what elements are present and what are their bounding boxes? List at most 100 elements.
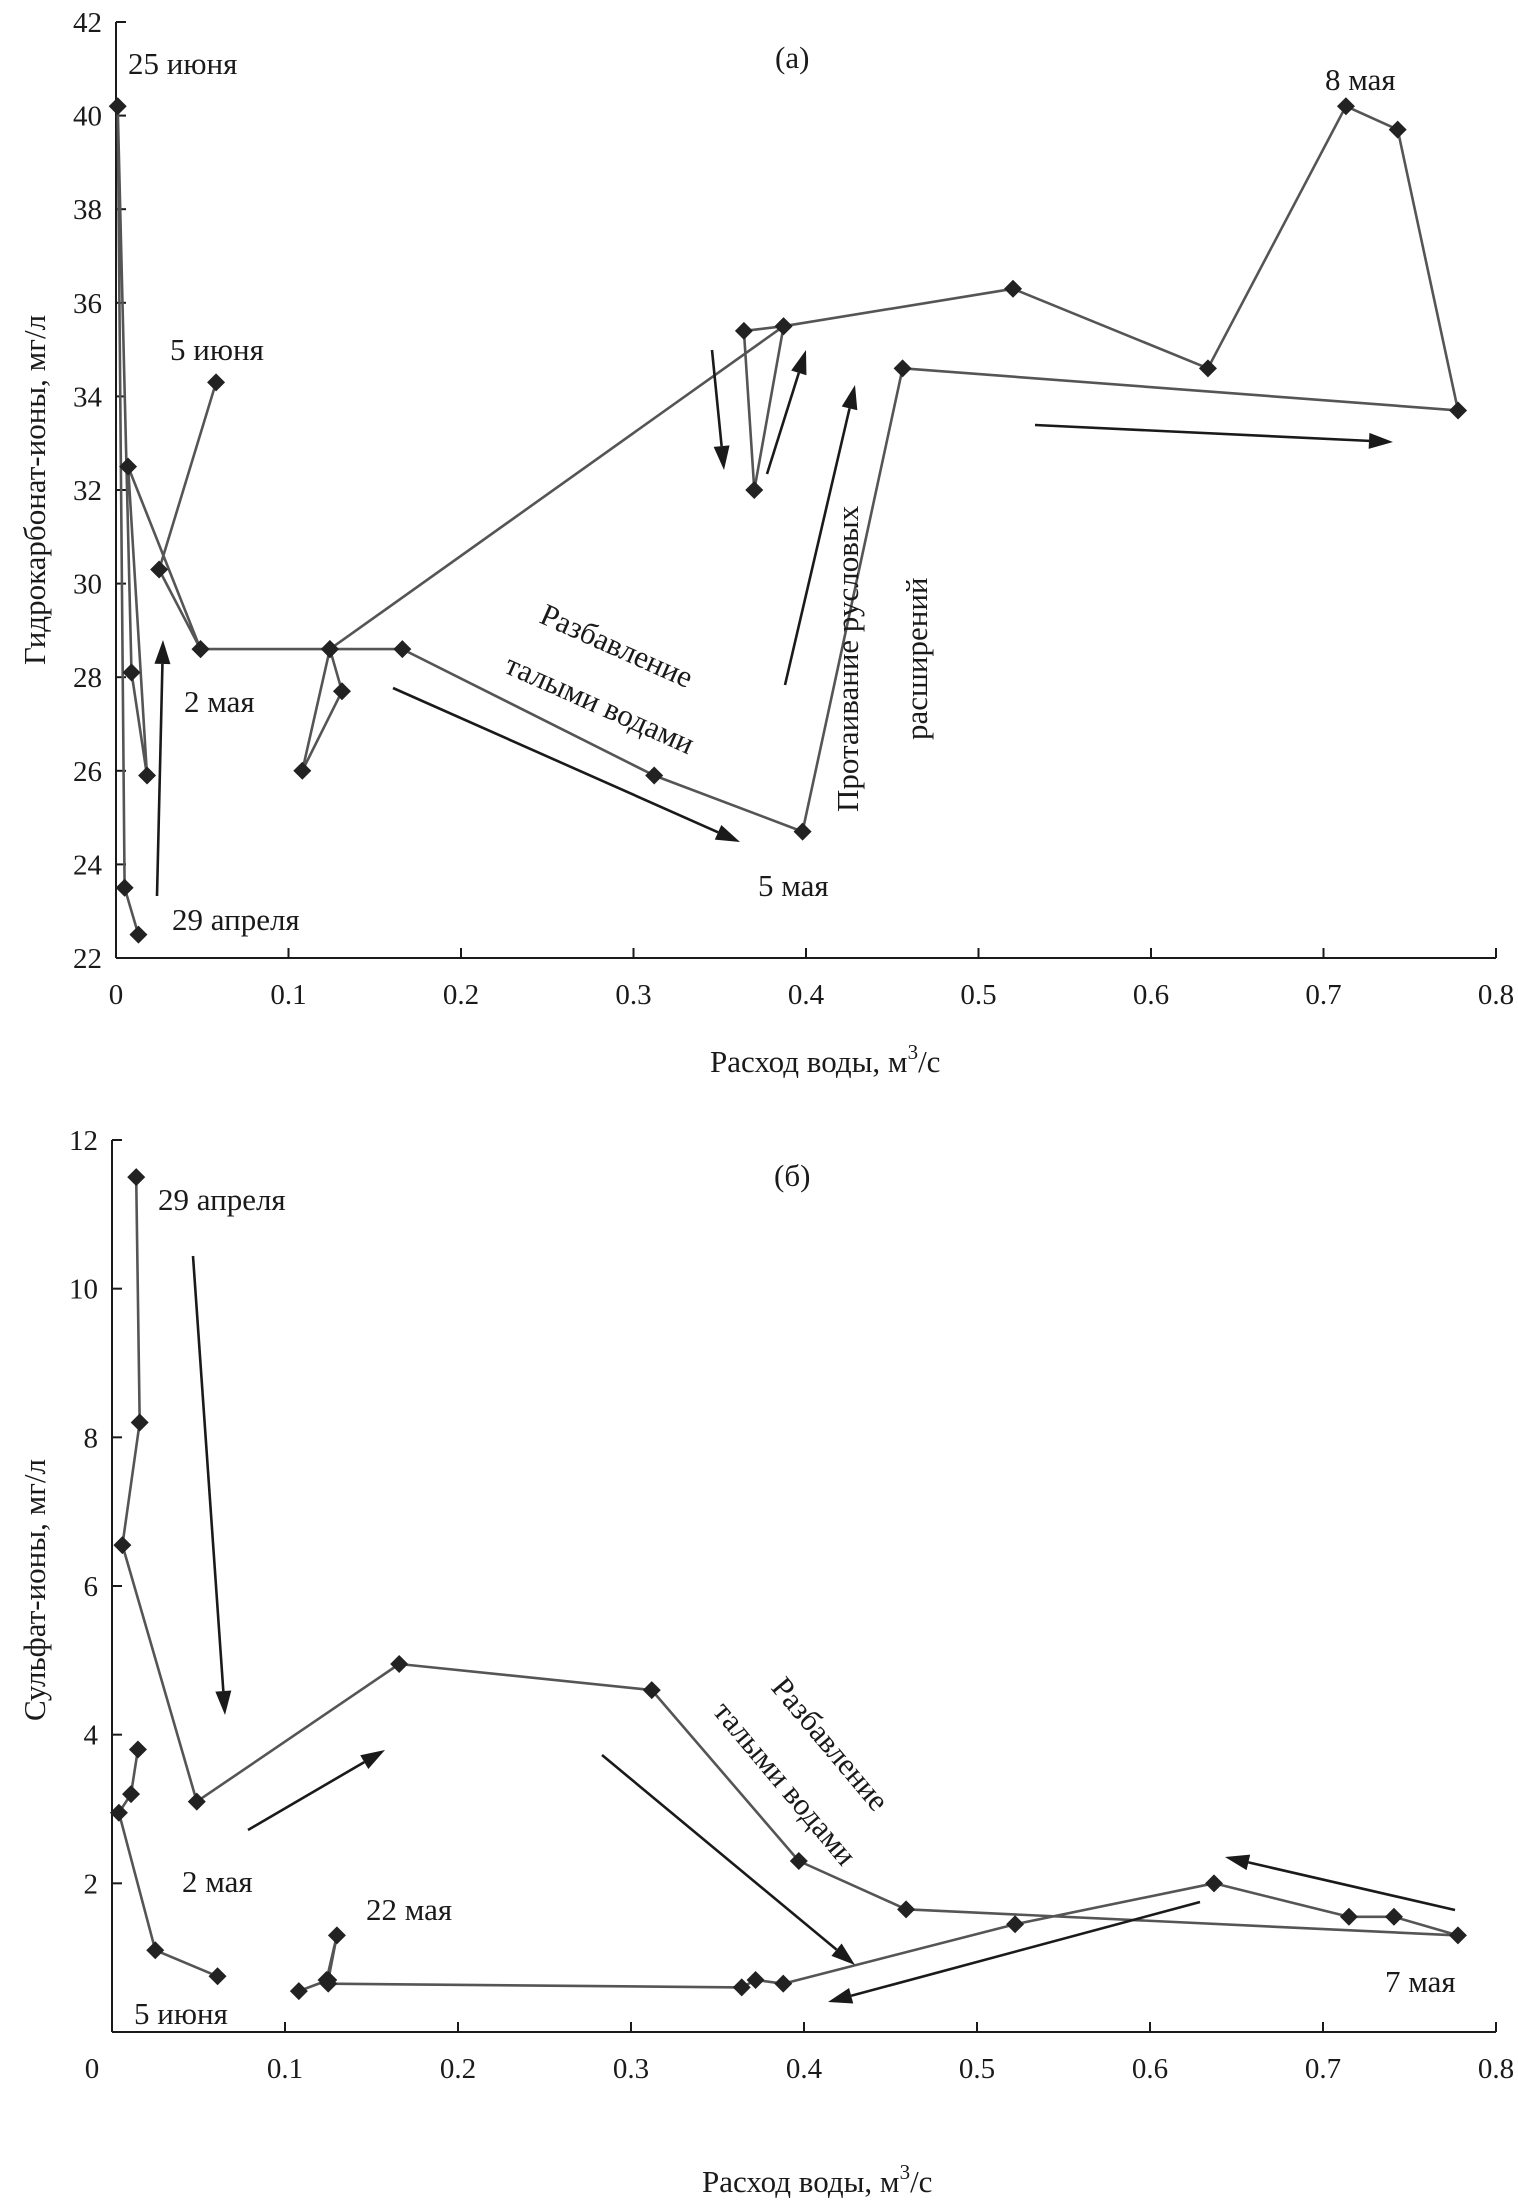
data-point — [774, 317, 793, 336]
x-tick-label: 0.2 — [440, 2053, 476, 2085]
trend-arrow — [765, 372, 801, 475]
panel-a-arrows — [154, 349, 1393, 897]
panel-a-annotation-29-april: 29 апреля — [172, 902, 300, 937]
panel-a-annotation-25-june: 25 июня — [128, 46, 237, 81]
y-tick-label: 24 — [73, 849, 103, 881]
data-point — [1006, 1915, 1025, 1934]
panel-a-markers — [108, 97, 1468, 944]
series-line-0 — [121, 1177, 1460, 1993]
trend-arrow — [1034, 423, 1370, 443]
x-tick-label: 0.5 — [960, 979, 996, 1011]
panel-a: 0 0.1 0.2 0.3 0.4 0.5 0.6 0.7 0.8 22 24 26 28 30 32 34 3… — [17, 7, 1514, 1079]
trend-arrow-head — [1368, 432, 1393, 449]
x-tick-label: 0.1 — [270, 979, 306, 1011]
trend-arrow — [710, 349, 723, 447]
trend-arrow — [601, 1753, 838, 1951]
data-point — [734, 321, 753, 340]
panel-b-annotation-29-april: 29 апреля — [158, 1182, 286, 1217]
panel-b-markers — [109, 1168, 1467, 2001]
trend-arrow — [155, 663, 164, 897]
panel-b: 0 0.1 0.2 0.3 0.4 0.5 0.6 0.7 0.8 2 4 6 8 10 12 (б) Су… — [17, 1125, 1514, 2199]
panel-a-x-axis-title-main: Расход воды, м — [710, 1044, 908, 1079]
panel-a-annotation-5-may: 5 мая — [758, 868, 829, 903]
y-tick-label: 2 — [84, 1868, 99, 1900]
data-point — [108, 97, 127, 116]
data-point — [1384, 1907, 1403, 1926]
x-tick-label: 0.7 — [1305, 979, 1341, 1011]
data-point — [128, 1740, 147, 1759]
y-tick-label: 42 — [73, 7, 102, 39]
panel-b-ticks: 0 0.1 0.2 0.3 0.4 0.5 0.6 0.7 0.8 2 4 6 8 10 12 — [69, 1125, 1514, 2085]
data-point — [1205, 1874, 1224, 1893]
panel-a-x-axis-title-tail: /с — [918, 1044, 940, 1079]
trend-arrow-head — [791, 350, 807, 376]
y-tick-label: 34 — [73, 381, 103, 413]
data-point — [293, 761, 312, 780]
data-point — [191, 640, 210, 659]
y-tick-label: 22 — [73, 943, 102, 975]
x-tick-label: 0 — [109, 979, 124, 1011]
panel-b-series — [117, 1177, 1460, 1993]
x-tick-label: 0 — [85, 2053, 100, 2085]
data-point — [122, 663, 141, 682]
x-tick-label: 0.4 — [788, 979, 825, 1011]
panel-b-label: (б) — [774, 1158, 810, 1193]
x-tick-label: 0.3 — [613, 2053, 649, 2085]
trend-arrow — [191, 1255, 225, 1692]
data-point — [732, 1978, 751, 1997]
panel-a-label: (а) — [775, 40, 809, 75]
data-point — [138, 766, 157, 785]
y-tick-label: 36 — [73, 288, 102, 320]
trend-arrow-head — [714, 824, 740, 842]
panel-b-y-axis-title: Сульфат-ионы, мг/л — [17, 1459, 52, 1721]
trend-arrow-head — [360, 1750, 385, 1770]
data-point — [1339, 1907, 1358, 1926]
x-tick-label: 0.7 — [1305, 2053, 1341, 2085]
panel-b-arrows — [191, 1255, 1456, 2004]
data-point — [390, 1655, 409, 1674]
panel-a-ticks: 0 0.1 0.2 0.3 0.4 0.5 0.6 0.7 0.8 22 24 26 28 30 32 34 3… — [73, 7, 1514, 1011]
data-point — [208, 1967, 227, 1986]
data-point — [746, 1970, 765, 1989]
data-point — [897, 1900, 916, 1919]
panel-a-annotation-8-may: 8 мая — [1325, 62, 1396, 97]
x-tick-label: 0.8 — [1478, 2053, 1514, 2085]
y-tick-label: 8 — [84, 1422, 99, 1454]
trend-arrow — [850, 1900, 1201, 1998]
y-tick-label: 28 — [73, 662, 102, 694]
data-point — [113, 1536, 132, 1555]
panel-a-annotation-5-june: 5 июня — [170, 332, 264, 367]
data-point — [109, 1803, 128, 1822]
y-tick-label: 40 — [73, 101, 102, 133]
data-point — [122, 1785, 141, 1804]
trend-arrow — [1248, 1861, 1456, 1912]
data-point — [645, 766, 664, 785]
y-tick-label: 6 — [84, 1571, 99, 1603]
panel-b-annotation-2-may: 2 мая — [182, 1864, 253, 1899]
series-line-1 — [117, 1749, 219, 1978]
y-tick-label: 38 — [73, 194, 102, 226]
data-point — [207, 373, 226, 392]
x-tick-label: 0.1 — [267, 2053, 303, 2085]
data-point — [129, 925, 148, 944]
data-point — [642, 1681, 661, 1700]
x-tick-label: 0.8 — [1478, 979, 1514, 1011]
x-tick-label: 0.3 — [615, 979, 651, 1011]
trend-arrow-head — [831, 1943, 855, 1965]
trend-arrow-head — [828, 1988, 854, 2004]
panel-b-annotation-5-june: 5 июня — [134, 1996, 228, 2031]
panel-a-annotation-thaw-2: расширений — [899, 577, 934, 740]
y-tick-label: 30 — [73, 569, 102, 601]
panel-b-x-axis-title: Расход воды, м3/с — [702, 2160, 932, 2199]
trend-arrow-head — [713, 445, 730, 470]
trend-arrow — [247, 1760, 365, 1832]
data-point — [1448, 1926, 1467, 1945]
data-point — [130, 1413, 149, 1432]
data-point — [146, 1941, 165, 1960]
panel-a-annotation-2-may: 2 мая — [184, 684, 255, 719]
x-tick-label: 0.5 — [959, 2053, 995, 2085]
panel-a-x-axis-title: Расход воды, м3/с — [710, 1040, 940, 1079]
data-point — [319, 1970, 338, 1989]
data-point — [119, 457, 138, 476]
